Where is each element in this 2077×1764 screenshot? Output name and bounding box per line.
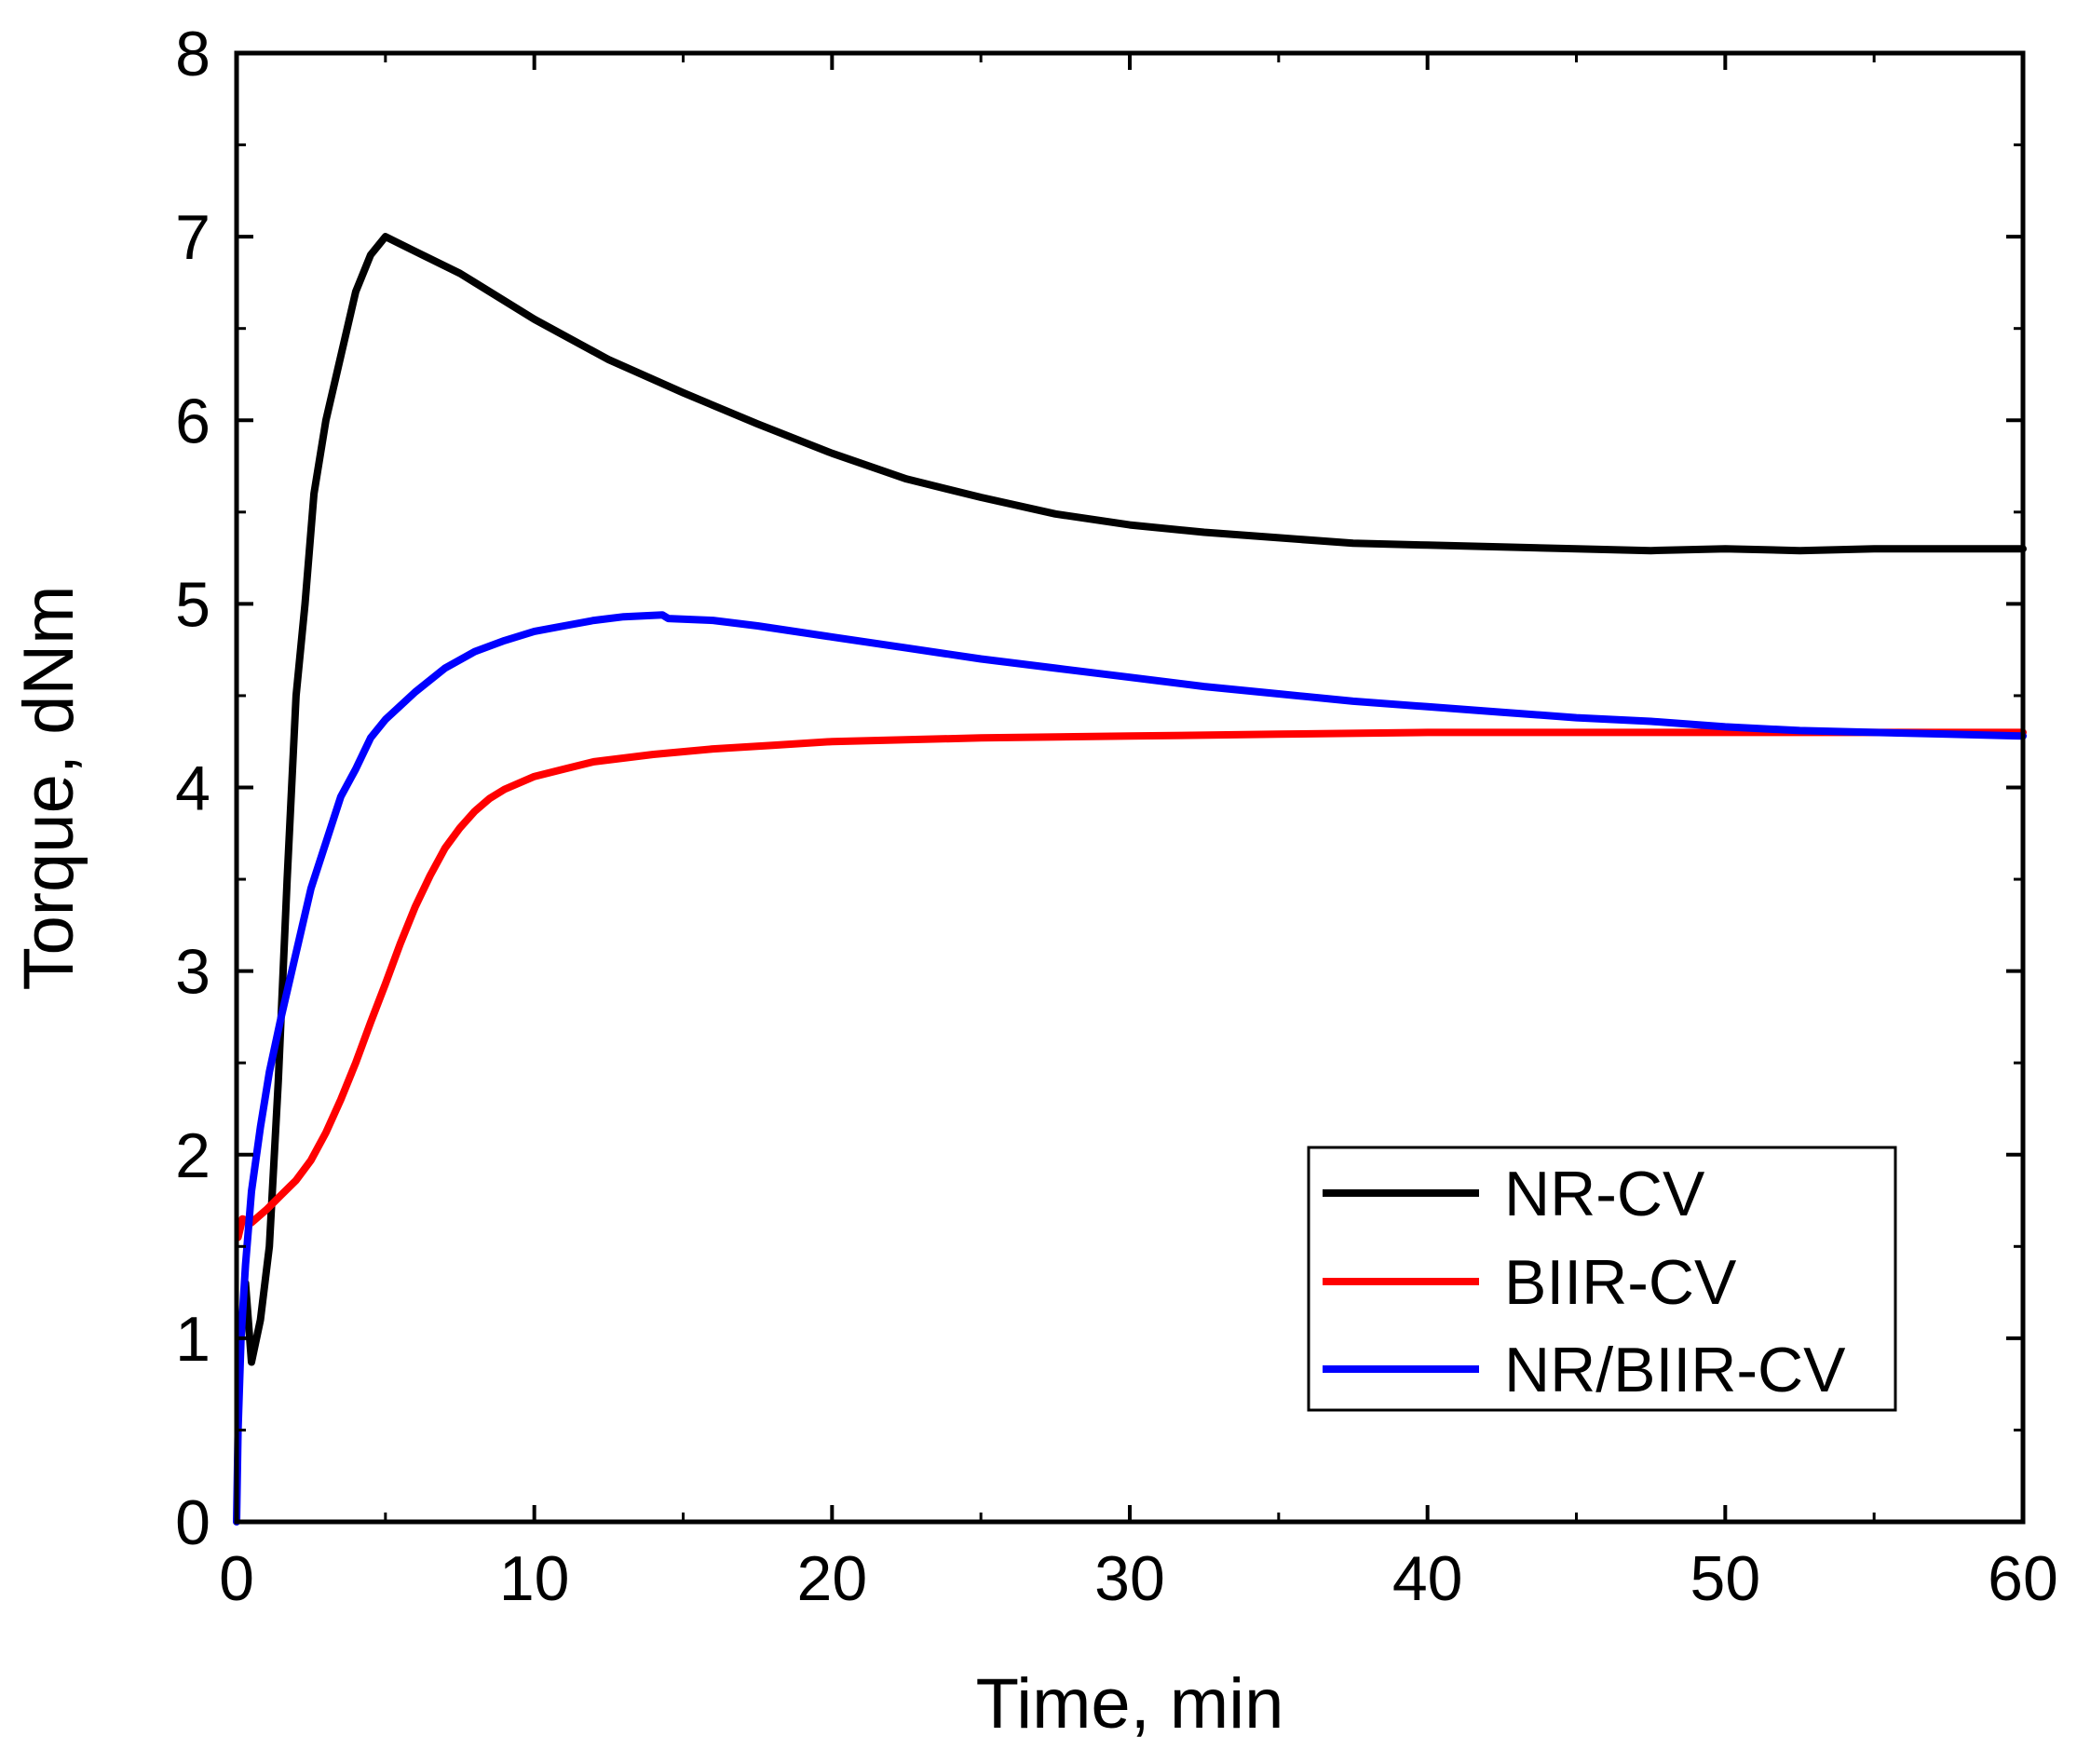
x-tick-label-30: 30 <box>1094 1543 1165 1614</box>
y-tick-label-2: 2 <box>175 1120 210 1191</box>
legend: NR-CV BIIR-CV NR/BIIR-CV <box>1307 1146 1897 1412</box>
series-line-nr-biir-cv <box>233 611 2027 1526</box>
x-tick-label-20: 20 <box>797 1543 868 1614</box>
y-tick-label-0: 0 <box>175 1487 210 1558</box>
y-tick-label-3: 3 <box>175 937 210 1008</box>
y-tick-label-5: 5 <box>175 569 210 640</box>
legend-entry-nr-biir-cv: NR/BIIR-CV <box>1323 1335 1846 1405</box>
plot-frame <box>234 50 2026 1525</box>
y-tick-label-6: 6 <box>175 386 210 456</box>
curves-layer <box>233 233 2027 1526</box>
ticks-layer: 0 10 20 30 40 50 60 0 1 2 3 4 5 6 7 8 <box>175 19 2058 1614</box>
x-tick-label-40: 40 <box>1392 1543 1463 1614</box>
y-tick-label-4: 4 <box>175 753 210 824</box>
legend-entry-biir-cv: BIIR-CV <box>1323 1247 1737 1318</box>
series-line-nr-cv <box>241 233 2027 1366</box>
y-tick-label-8: 8 <box>175 19 210 89</box>
x-tick-label-60: 60 <box>1988 1543 2058 1614</box>
x-axis-title: Time, min <box>976 1664 1284 1744</box>
x-tick-label-0: 0 <box>219 1543 254 1614</box>
legend-label-nr-biir-cv: NR/BIIR-CV <box>1504 1335 1846 1405</box>
legend-entry-nr-cv: NR-CV <box>1323 1159 1705 1229</box>
y-tick-label-7: 7 <box>175 202 210 273</box>
x-tick-label-10: 10 <box>499 1543 570 1614</box>
legend-label-nr-cv: NR-CV <box>1504 1159 1705 1229</box>
series-line-biir-cv <box>234 728 2027 1242</box>
legend-label-biir-cv: BIIR-CV <box>1504 1247 1737 1318</box>
y-tick-label-1: 1 <box>175 1304 210 1375</box>
x-tick-label-50: 50 <box>1690 1543 1761 1614</box>
y-axis-title: Torque, dNm <box>9 585 88 990</box>
